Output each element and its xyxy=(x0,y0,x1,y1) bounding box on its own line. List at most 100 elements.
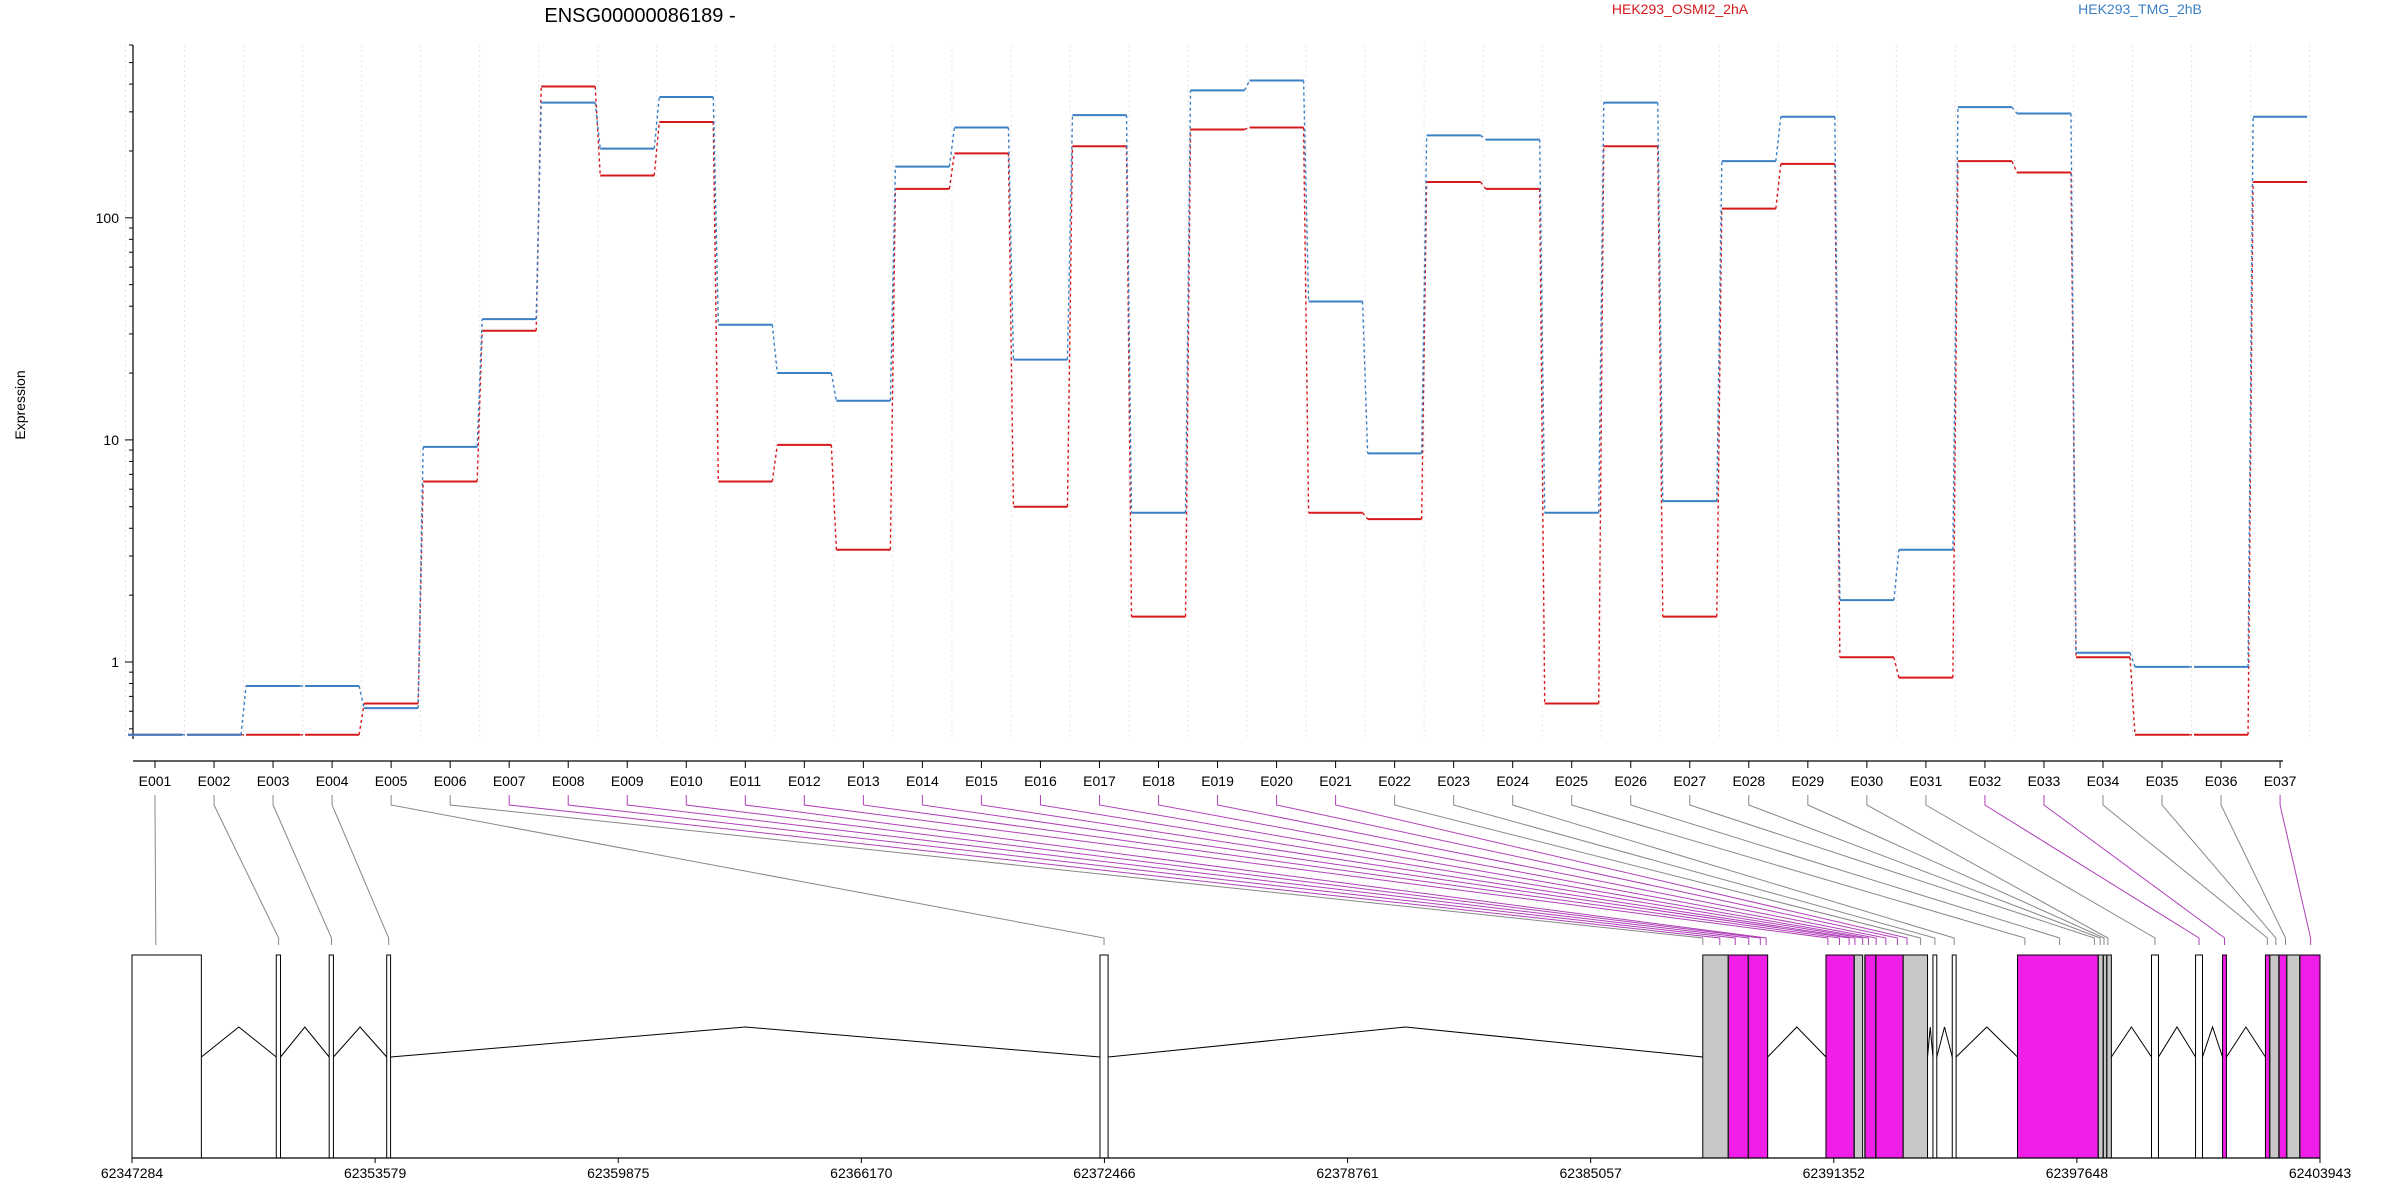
series-connector xyxy=(1420,181,1428,520)
exon-connector xyxy=(1039,795,1864,945)
exon-connector xyxy=(272,795,332,945)
exon-block xyxy=(275,954,282,1159)
x-tick-label: E014 xyxy=(906,773,939,789)
intron-line xyxy=(333,1026,388,1058)
series-connector xyxy=(1362,512,1369,520)
series-connector xyxy=(1657,146,1664,617)
series-connector xyxy=(1834,163,1841,658)
intron-line xyxy=(2158,1026,2196,1058)
exon-connector xyxy=(1098,795,1869,945)
x-tick-label: E005 xyxy=(375,773,408,789)
series-connector xyxy=(1125,115,1133,513)
series-connector xyxy=(1420,135,1428,454)
intron-line xyxy=(201,1026,277,1058)
x-tick-label: E035 xyxy=(2146,773,2179,789)
series-connector xyxy=(1243,80,1251,91)
genomic-tick-label: 62403943 xyxy=(2289,1165,2352,1181)
series-connector xyxy=(1716,161,1723,502)
exon-block xyxy=(386,954,392,1159)
exon-connector xyxy=(2043,795,2226,945)
exon-connector xyxy=(2161,795,2277,945)
intron-line xyxy=(1927,1026,1934,1058)
series-connector xyxy=(1066,146,1074,507)
series-connector xyxy=(1538,188,1546,704)
series-connector xyxy=(1066,115,1074,360)
series-connector xyxy=(1657,102,1664,502)
exon-connector xyxy=(331,795,390,945)
genomic-tick-label: 62385057 xyxy=(1560,1165,1623,1181)
y-tick-label: 10 xyxy=(103,432,119,448)
series-connector xyxy=(476,319,483,447)
x-tick-label: E002 xyxy=(198,773,231,789)
exon-block xyxy=(1853,954,1864,1159)
series-connector xyxy=(594,86,601,176)
x-tick-label: E022 xyxy=(1378,773,1411,789)
series-connector xyxy=(594,102,601,149)
series-connector xyxy=(2129,652,2136,668)
intron-line xyxy=(1955,1026,2018,1058)
x-tick-label: E019 xyxy=(1201,773,1234,789)
exon-connector xyxy=(1571,795,2026,945)
series-connector xyxy=(1952,107,1959,550)
exon-connector xyxy=(1158,795,1877,945)
series-connector xyxy=(1775,163,1782,209)
exon-connector xyxy=(2102,795,2268,945)
series-connector xyxy=(1361,301,1369,454)
exon-connector xyxy=(1984,795,2200,945)
series-connector xyxy=(417,446,424,709)
genomic-tick-label: 62391352 xyxy=(1803,1165,1866,1181)
x-tick-label: E013 xyxy=(847,773,880,789)
legend-entry-tmg: HEK293_TMG_2hB xyxy=(2078,1,2202,17)
intron-line xyxy=(1936,1026,1953,1058)
x-tick-label: E004 xyxy=(316,773,349,789)
x-tick-label: E026 xyxy=(1614,773,1647,789)
exon-block xyxy=(328,954,334,1159)
exon-connector xyxy=(1630,795,2061,945)
x-tick-label: E001 xyxy=(139,773,172,789)
genomic-tick-label: 62359875 xyxy=(587,1165,650,1181)
exon-connector xyxy=(508,795,1721,945)
series-layer xyxy=(128,79,2308,736)
x-tick-label: E024 xyxy=(1496,773,1529,789)
genomic-tick-label: 62353579 xyxy=(344,1165,407,1181)
exon-connector xyxy=(2279,795,2312,945)
x-tick-label: E031 xyxy=(1910,773,1943,789)
exon-connector xyxy=(1689,795,2095,945)
exon-block xyxy=(1932,954,1938,1159)
exon-block xyxy=(2286,954,2301,1159)
exon-connector xyxy=(980,795,1856,945)
exon-block xyxy=(1825,954,1855,1159)
series-connector xyxy=(1775,116,1782,162)
exon-block xyxy=(2278,954,2288,1159)
x-tick-label: E008 xyxy=(552,773,585,789)
series-connector xyxy=(1716,208,1723,617)
series-connector xyxy=(653,121,660,176)
exon-connector xyxy=(154,795,157,945)
x-tick-label: E025 xyxy=(1555,773,1588,789)
series-connector xyxy=(476,330,483,482)
exon-connector xyxy=(1394,795,1922,945)
exon-connector xyxy=(626,795,1750,945)
series-connector xyxy=(1480,181,1487,190)
series-connector xyxy=(2129,657,2136,735)
exon-block xyxy=(2097,954,2112,1159)
series-connector xyxy=(948,127,956,167)
x-tick-label: E009 xyxy=(611,773,644,789)
genomic-tick-label: 62397648 xyxy=(2046,1165,2109,1181)
exon-connector xyxy=(862,795,1840,945)
intron-line xyxy=(280,1026,330,1058)
x-tick-label: E012 xyxy=(788,773,821,789)
series-connector xyxy=(1834,116,1841,601)
exon-connector xyxy=(685,795,1761,945)
x-tick-label: E007 xyxy=(493,773,526,789)
series-connector xyxy=(1893,549,1900,601)
exon-connector xyxy=(803,795,1829,945)
exon-block xyxy=(131,954,202,1159)
series-connector xyxy=(1007,153,1015,507)
series-connector xyxy=(1244,126,1250,131)
series-connector xyxy=(653,96,660,149)
exon-block xyxy=(1902,954,1929,1159)
series-tmg xyxy=(128,79,2308,736)
x-tick-label: E036 xyxy=(2205,773,2238,789)
exon-block xyxy=(1702,954,1729,1159)
